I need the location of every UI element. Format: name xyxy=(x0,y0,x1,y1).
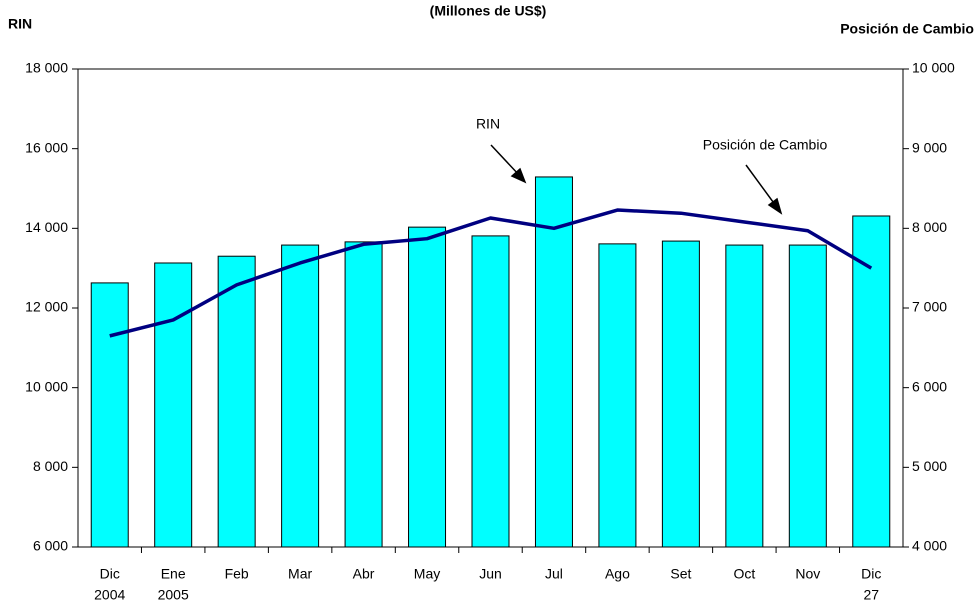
bar xyxy=(217,255,256,548)
x-tick-label: Abr xyxy=(353,566,375,582)
bar xyxy=(788,244,827,548)
chart-title: (Millones de US$) xyxy=(430,3,547,19)
x-tick-label: Feb xyxy=(225,566,249,582)
annotation: RIN xyxy=(476,116,500,132)
y-axis-title: RIN xyxy=(8,16,32,32)
y2-tick-label: 5 000 xyxy=(912,458,947,474)
y-tick-label: 18 000 xyxy=(25,60,68,76)
y2-tick-label: 8 000 xyxy=(912,219,947,235)
x-tick-label: Mar xyxy=(288,566,312,582)
bar xyxy=(90,282,129,548)
y2-tick-label: 10 000 xyxy=(912,60,955,76)
x-tick-label: May xyxy=(414,566,440,582)
y-tick-label: 10 000 xyxy=(25,378,68,394)
y-tick-label: 12 000 xyxy=(25,299,68,315)
x-tick-label: Ago xyxy=(605,566,630,582)
bar xyxy=(471,235,510,548)
x-tick-label: Set xyxy=(670,566,691,582)
bar xyxy=(281,244,320,548)
y-tick-label: 8 000 xyxy=(33,458,68,474)
bar xyxy=(534,176,573,548)
x-tick-label: Jun xyxy=(479,566,502,582)
y2-tick-label: 7 000 xyxy=(912,299,947,315)
y-tick-label: 14 000 xyxy=(25,219,68,235)
y-tick-label: 16 000 xyxy=(25,139,68,155)
x-tick-label: 2005 xyxy=(158,587,189,603)
y2-tick-label: 9 000 xyxy=(912,139,947,155)
x-tick-label: 2004 xyxy=(94,587,125,603)
line xyxy=(109,208,873,338)
bar xyxy=(598,243,637,548)
bar xyxy=(344,241,383,548)
y2-tick-label: 4 000 xyxy=(912,538,947,554)
y-tick-label: 6 000 xyxy=(33,538,68,554)
x-tick-label: Oct xyxy=(733,566,755,582)
bar xyxy=(725,244,764,548)
bar xyxy=(154,262,193,548)
x-tick-label: 27 xyxy=(863,587,879,603)
x-tick-label: Nov xyxy=(795,566,820,582)
x-tick-label: Dic xyxy=(100,566,120,582)
y2-tick-label: 6 000 xyxy=(912,378,947,394)
x-tick-label: Ene xyxy=(161,566,186,582)
bar xyxy=(661,240,700,548)
y2-axis-title: Posición de Cambio xyxy=(840,21,974,37)
bar xyxy=(852,215,891,548)
annotation-arrows xyxy=(490,144,783,215)
bar xyxy=(408,226,447,548)
annotation: Posición de Cambio xyxy=(703,137,828,153)
x-tick-label: Dic xyxy=(861,566,881,582)
x-tick-label: Jul xyxy=(545,566,563,582)
